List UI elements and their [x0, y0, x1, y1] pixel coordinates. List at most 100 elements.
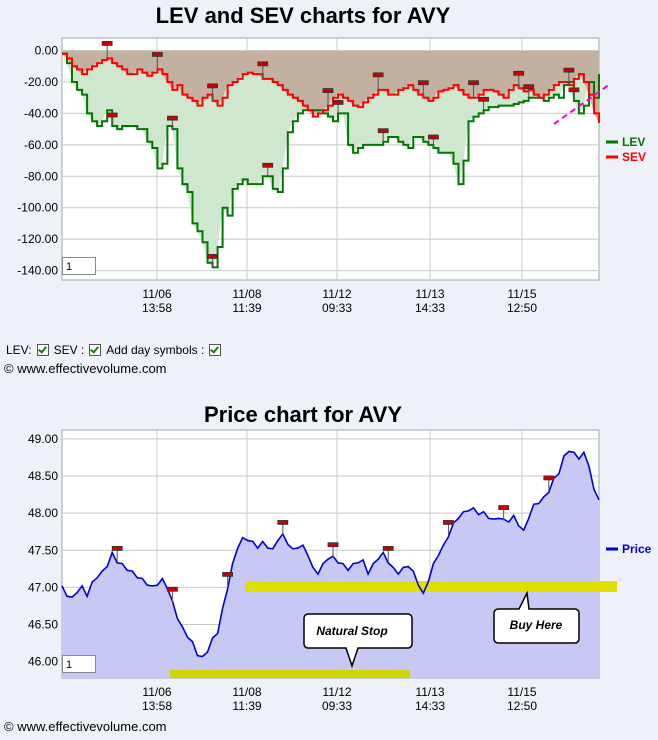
price-day-symbol [167, 586, 178, 592]
price-area [62, 450, 599, 678]
lev-day-symbol [332, 100, 344, 105]
price-day-symbols [111, 475, 555, 603]
price-day-symbol [222, 572, 234, 577]
x-tick-date: 11/15 [507, 685, 536, 699]
sev-checkbox[interactable] [89, 344, 102, 356]
lev-checkbox[interactable] [36, 344, 49, 356]
x-tick-date: 11/15 [507, 287, 536, 301]
buy-here-label: Buy Here [510, 618, 563, 632]
y-tick-label: 46.00 [28, 655, 58, 669]
lev-series-line [62, 52, 600, 269]
y-tick-label: 46.50 [28, 618, 58, 632]
lev-toggle-label: LEV: [6, 343, 32, 357]
sev-day-symbol [563, 67, 575, 73]
price-day-symbol [498, 505, 510, 510]
price-chart-period-input[interactable]: 1 [62, 655, 96, 673]
x-tick-time: 12:50 [507, 699, 537, 713]
x-tick-date: 11/08 [232, 685, 261, 699]
price-chart-title: Price chart for AVY [204, 402, 402, 427]
lev-day-symbol [523, 84, 535, 90]
x-tick-time: 09:33 [322, 699, 352, 713]
y-tick-label: -40.00 [24, 106, 58, 120]
lev-day-symbol [167, 115, 178, 121]
x-tick-date: 11/06 [142, 287, 171, 301]
sev-series-line [62, 52, 600, 123]
y-tick-label: 48.00 [28, 506, 58, 520]
natural-stop-callout: Natural Stop [303, 613, 413, 669]
y-tick-label: -120.00 [17, 232, 58, 246]
sev-day-symbol [322, 88, 334, 93]
day-symbols-toggle-label: Add day symbols : [106, 343, 205, 357]
y-tick-label: 47.00 [28, 580, 58, 594]
y-tick-label: -60.00 [24, 138, 58, 152]
lev-area [62, 50, 599, 268]
copyright-top: © www.effectivevolume.com [4, 361, 167, 376]
price-series-line [61, 450, 600, 658]
price-day-symbol [443, 520, 454, 525]
x-tick-date: 11/06 [142, 685, 171, 699]
lev-sev-fills [62, 50, 599, 268]
price-day-symbol [382, 546, 394, 551]
lev-sev-day-symbols [101, 41, 580, 268]
sev-trend-line [553, 83, 611, 125]
y-tick-label: 49.00 [28, 432, 58, 446]
sev-day-symbol [417, 80, 429, 86]
lev-sev-y-ticks: 0.00 -20.00 -40.00 -60.00 -80.00 -100.00 -120.… [17, 44, 58, 278]
price-y-ticks: 49.00 48.50 48.00 47.50 47.00 46.50 46.00 [28, 432, 58, 669]
natural-stop-label: Natural Stop [316, 624, 387, 638]
x-tick-date: 11/08 [232, 287, 261, 301]
legend-price-label: Price [622, 542, 652, 556]
lev-day-symbol [377, 128, 389, 134]
copyright-bottom: © www.effectivevolume.com [4, 719, 167, 734]
price-area-fill [62, 450, 599, 678]
price-line [61, 450, 600, 658]
x-tick-time: 14:33 [415, 301, 445, 315]
x-tick-time: 13:58 [142, 699, 172, 713]
day-symbols-checkbox[interactable] [209, 344, 222, 356]
x-tick-time: 12:50 [507, 301, 537, 315]
x-tick-time: 11:39 [232, 699, 261, 713]
x-tick-time: 13:58 [142, 301, 172, 315]
lev-day-symbol [207, 254, 218, 259]
lev-day-symbol [427, 134, 439, 140]
x-tick-time: 11:39 [232, 301, 261, 315]
lev-day-symbol [478, 96, 489, 102]
lev-sev-legend: LEV SEV [606, 135, 646, 164]
sev-day-symbol [468, 80, 479, 86]
x-tick-date: 11/12 [322, 287, 351, 301]
price-day-symbol [111, 546, 123, 551]
price-day-symbol [327, 542, 339, 548]
y-tick-label: -80.00 [24, 169, 58, 183]
y-tick-label: -20.00 [24, 75, 58, 89]
y-tick-label: -140.00 [17, 264, 58, 278]
lev-day-symbol [568, 87, 580, 93]
lev-sev-chart-title: LEV and SEV charts for AVY [156, 3, 451, 28]
sev-day-symbol [257, 61, 269, 67]
sev-day-symbol [207, 83, 218, 89]
sev-day-symbol [101, 41, 113, 46]
x-tick-date: 11/13 [415, 685, 444, 699]
legend-lev-label: LEV [622, 135, 645, 149]
legend-sev-label: SEV [622, 150, 646, 164]
y-tick-label: 48.50 [28, 469, 58, 483]
stop-zone-highlight [170, 670, 410, 678]
series-toggles: LEV: SEV : Add day symbols : [6, 343, 223, 357]
sev-area [62, 50, 599, 123]
y-tick-label: -100.00 [17, 201, 58, 215]
buy-zone-highlight [246, 581, 617, 592]
price-legend: Price [606, 542, 652, 556]
lev-day-symbol [262, 162, 274, 168]
x-tick-time: 09:33 [322, 301, 352, 315]
top-chart-period-input[interactable]: 1 [62, 257, 96, 275]
sev-day-symbol [151, 52, 163, 57]
x-tick-date: 11/13 [415, 287, 444, 301]
x-tick-date: 11/12 [322, 685, 351, 699]
lev-sev-lines [62, 52, 600, 269]
price-day-symbol [543, 475, 555, 481]
sev-day-symbol [513, 70, 525, 76]
sev-toggle-label: SEV : [53, 343, 85, 357]
lev-day-symbol [106, 112, 118, 118]
